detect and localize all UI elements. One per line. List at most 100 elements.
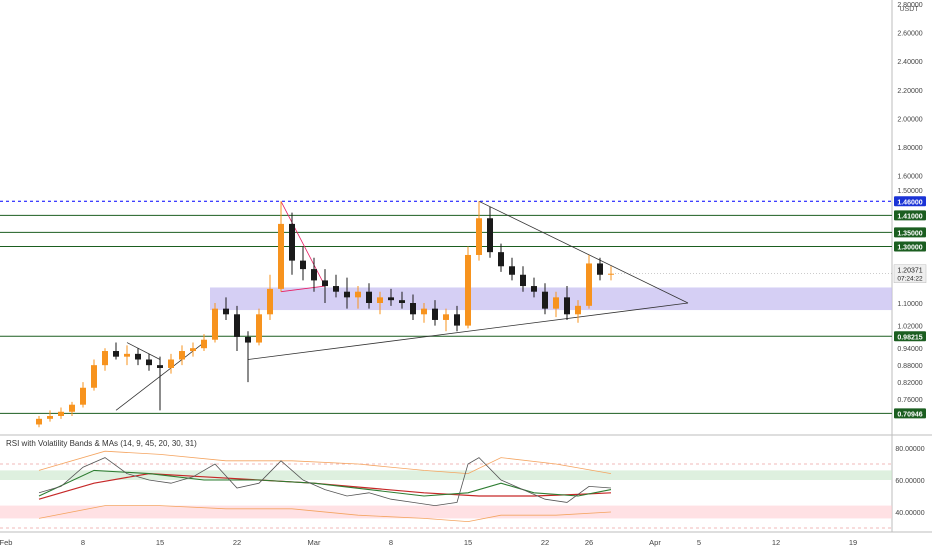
level-badge-3	[894, 241, 926, 252]
candle-body-4[interactable]	[80, 387, 86, 405]
trendline-0[interactable]	[126, 342, 161, 360]
candle-body-31[interactable]	[377, 297, 383, 303]
candle-body-6[interactable]	[102, 351, 108, 366]
candle-body-7[interactable]	[113, 351, 119, 357]
level-label-2: 1.35000	[897, 231, 922, 238]
candle-body-45[interactable]	[531, 286, 537, 292]
candle-body-18[interactable]	[234, 314, 240, 337]
candle-body-12[interactable]	[168, 359, 174, 368]
time-tick-3: 22	[233, 538, 241, 547]
candle-body-52[interactable]	[608, 273, 614, 275]
candle-body-36[interactable]	[432, 308, 438, 320]
candle-body-26[interactable]	[322, 280, 328, 287]
candle-body-15[interactable]	[201, 339, 207, 349]
candle-body-30[interactable]	[366, 291, 372, 303]
rsi-ma-green[interactable]	[38, 469, 612, 497]
candle-body-40[interactable]	[476, 218, 482, 255]
rsi-line[interactable]	[38, 457, 612, 507]
candle-body-32[interactable]	[388, 297, 394, 301]
rsi-band-lower[interactable]	[38, 505, 612, 523]
candle-body-25[interactable]	[311, 269, 317, 281]
rsi-pane[interactable]	[0, 450, 892, 529]
time-tick-5: 8	[389, 538, 393, 547]
indicator-title: RSI with Volatility Bands & MAs (14, 9, …	[6, 439, 197, 448]
candle-body-37[interactable]	[443, 314, 449, 320]
candle-body-9[interactable]	[135, 353, 141, 360]
price-tick-4: 2.00000	[897, 116, 922, 123]
rsi-band-upper[interactable]	[38, 450, 612, 475]
trendline-3[interactable]	[478, 200, 689, 304]
candle-body-49[interactable]	[575, 305, 581, 315]
candle-body-19[interactable]	[245, 336, 251, 343]
candle-body-42[interactable]	[498, 252, 504, 267]
current-price-label: 1.20371	[897, 268, 922, 275]
time-tick-6: 15	[464, 538, 472, 547]
current-price-badge	[893, 264, 927, 283]
price-tick-1: 2.60000	[897, 31, 922, 38]
candle-body-16[interactable]	[212, 308, 218, 340]
level-label-5: 0.70946	[897, 412, 922, 419]
candle-body-13[interactable]	[179, 351, 185, 360]
time-tick-11: 12	[772, 538, 780, 547]
candle-body-51[interactable]	[597, 263, 603, 275]
candle-body-28[interactable]	[344, 291, 350, 298]
candle-body-27[interactable]	[333, 286, 339, 292]
time-tick-9: Apr	[649, 538, 661, 547]
price-tick-7: 1.50000	[897, 188, 922, 195]
candle-body-2[interactable]	[58, 411, 64, 416]
level-label-1: 1.41000	[897, 214, 922, 221]
candle-body-0[interactable]	[36, 418, 42, 425]
candle-body-20[interactable]	[256, 314, 262, 343]
rsi-lower-zone	[0, 505, 892, 519]
candle-body-39[interactable]	[465, 254, 471, 326]
candle-body-5[interactable]	[91, 365, 97, 388]
trendline-4[interactable]	[280, 201, 326, 287]
level-label-4: 0.98215	[897, 334, 922, 341]
time-tick-12: 19	[849, 538, 857, 547]
candle-body-50[interactable]	[586, 263, 592, 306]
candle-body-22[interactable]	[278, 223, 284, 289]
support-zone	[210, 287, 892, 311]
time-tick-2: 15	[156, 538, 164, 547]
price-tick-0: 2.80000	[897, 2, 922, 9]
candle-body-41[interactable]	[487, 218, 493, 253]
level-badge-5	[894, 408, 926, 419]
level-badge-4	[894, 331, 926, 342]
candle-body-24[interactable]	[300, 260, 306, 270]
trendline-2[interactable]	[247, 302, 689, 360]
candle-body-17[interactable]	[223, 308, 229, 315]
time-tick-4: Mar	[308, 538, 321, 547]
candle-body-44[interactable]	[520, 274, 526, 287]
price-scale[interactable]: 1.46000 1.41000 1.35000 1.30000 0.98215 0.709…	[893, 2, 927, 517]
countdown-label: 07:24:22	[897, 276, 923, 283]
candle-body-21[interactable]	[267, 288, 273, 315]
candle-body-43[interactable]	[509, 266, 515, 275]
candle-body-34[interactable]	[410, 303, 416, 315]
price-tick-11: 0.88000	[897, 363, 922, 370]
time-axis[interactable]: Feb 8 15 22 Mar 8 15 22 26 Apr 5 12 19	[0, 538, 857, 547]
price-tick-2: 2.40000	[897, 59, 922, 66]
candle-body-11[interactable]	[157, 365, 163, 368]
price-pane[interactable]	[0, 200, 892, 428]
rsi-ma-red[interactable]	[38, 472, 612, 500]
candle-body-29[interactable]	[355, 291, 361, 298]
candle-body-10[interactable]	[146, 359, 152, 366]
candle-body-33[interactable]	[399, 300, 405, 303]
candle-body-14[interactable]	[190, 348, 196, 352]
candle-body-46[interactable]	[542, 291, 548, 309]
price-tick-3: 2.20000	[897, 88, 922, 95]
candle-body-8[interactable]	[124, 353, 130, 357]
candle-body-35[interactable]	[421, 308, 427, 315]
candle-body-38[interactable]	[454, 314, 460, 326]
candle-body-47[interactable]	[553, 297, 559, 309]
candle-body-48[interactable]	[564, 297, 570, 315]
price-area	[0, 0, 892, 434]
level-label-3: 1.30000	[897, 245, 922, 252]
candle-body-3[interactable]	[69, 404, 75, 412]
candle-body-1[interactable]	[47, 416, 53, 419]
currency-label: USDT	[899, 6, 919, 13]
candle-body-23[interactable]	[289, 223, 295, 261]
trendline-5[interactable]	[280, 285, 326, 293]
